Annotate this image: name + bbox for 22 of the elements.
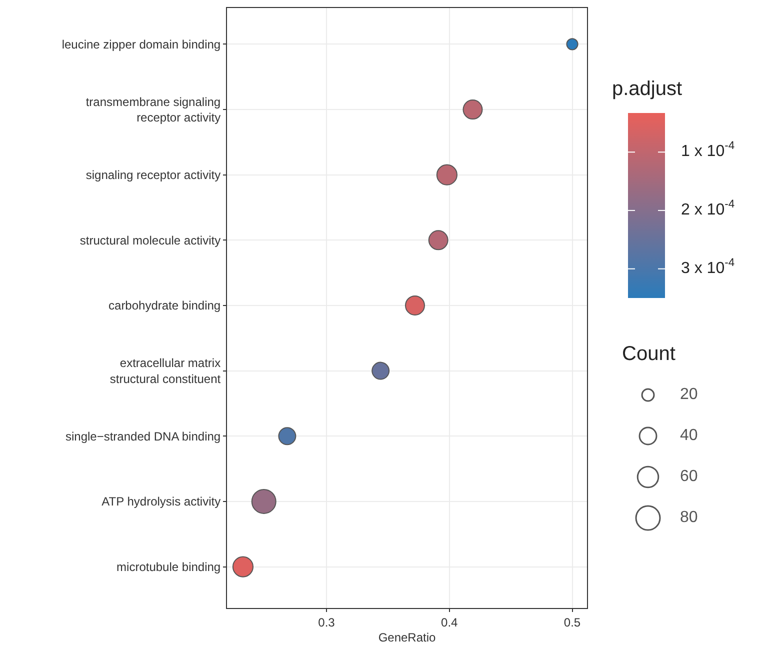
legend-label: 40 xyxy=(680,427,698,444)
color-bar-label: 2 x 10$^{-4}$ xyxy=(681,198,735,219)
color-bar-label: 3 x 10$^{-4}$ xyxy=(681,256,735,278)
y-tick-label: signaling receptor activity xyxy=(86,168,221,182)
color-bar-label: 1 x 10$^{-4}$ xyxy=(681,140,735,160)
y-tick-label: single−stranded DNA binding xyxy=(65,429,221,444)
y-tick-label: leucine zipper domain binding xyxy=(62,37,221,52)
x-tick-label: 0.5 xyxy=(564,615,581,630)
legend-label: 80 xyxy=(680,509,698,526)
y-tick-label: microtubule binding xyxy=(116,560,221,574)
color-bar-title: p.adjust xyxy=(612,78,682,100)
y-tick-label: transmembrane signaling receptor activity xyxy=(86,94,221,125)
y-tick-label: structural molecule activity xyxy=(80,233,221,248)
x-axis-title: GeneRatio xyxy=(378,630,436,644)
y-tick-label: ATP hydrolysis activity xyxy=(102,494,221,509)
x-tick-label: 0.3 xyxy=(318,615,336,630)
legend-title: Count xyxy=(622,343,676,366)
legend-label: 20 xyxy=(680,386,698,404)
legend-label: 60 xyxy=(680,468,698,486)
y-tick-label: extracellular matrix structural constituent xyxy=(110,356,222,386)
x-tick-label: 0.4 xyxy=(441,615,458,630)
y-tick-label: carbohydrate binding xyxy=(108,298,221,313)
